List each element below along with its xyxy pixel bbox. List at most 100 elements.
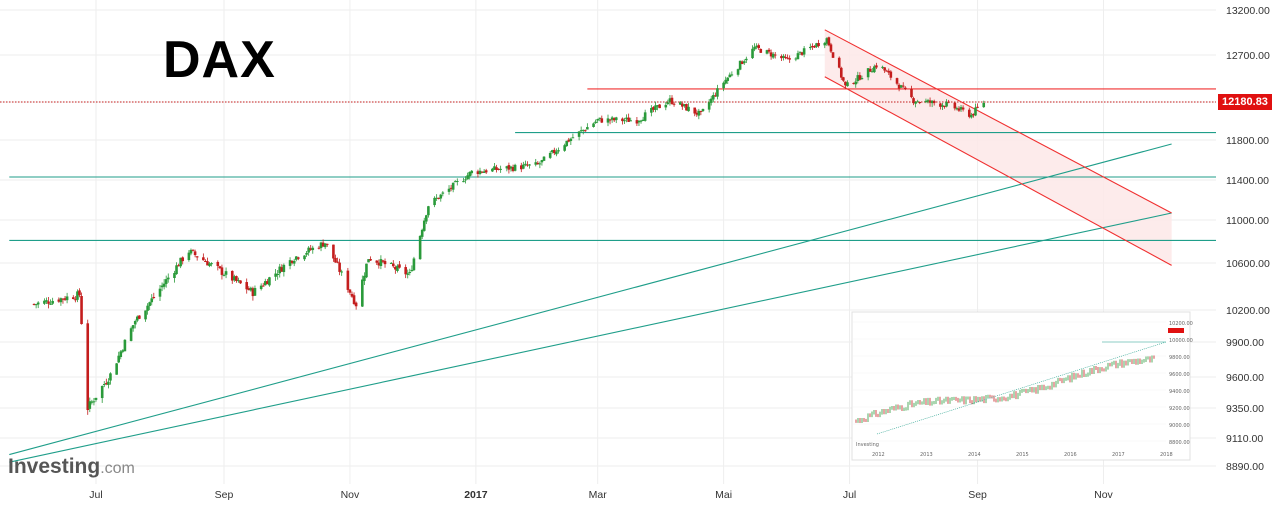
candle-body-205: [625, 117, 628, 120]
candle-body-315: [943, 106, 946, 108]
candle-body-318: [953, 102, 957, 109]
candle-body-6: [49, 303, 52, 305]
candle-body-132: [412, 258, 416, 271]
candle-body-275: [827, 37, 831, 46]
candle-body-135: [422, 220, 426, 231]
logo-text: Investing: [8, 455, 101, 478]
candle-body-279: [839, 67, 843, 78]
candle-body-74: [247, 288, 251, 291]
candle-body-245: [740, 61, 744, 64]
candle-body-110: [350, 293, 354, 297]
candle-body-75: [249, 287, 253, 291]
candle-body-109: [348, 289, 352, 293]
candle-body-281: [844, 81, 847, 86]
candle-body-71: [237, 280, 240, 282]
candle-body-46: [164, 279, 168, 284]
candle-body-56: [193, 251, 197, 256]
candle-body-50: [177, 265, 180, 267]
candle-body-92: [297, 257, 300, 259]
investing-logo: Investing.com: [8, 455, 135, 479]
candle-body-301: [901, 85, 905, 87]
candle-body-91: [294, 256, 298, 260]
candle-body-257: [773, 54, 777, 56]
candle-body-99: [319, 242, 323, 249]
inset-y-tick-4: 9400.00: [1169, 389, 1190, 395]
inset-x-tick-1: 2013: [920, 452, 933, 458]
candle-body-302: [903, 87, 907, 89]
candle-body-67: [224, 271, 228, 275]
candle-body-200: [610, 117, 614, 120]
candle-body-273: [823, 42, 827, 46]
candle-body-170: [524, 163, 527, 165]
candle-body-143: [447, 188, 451, 192]
candle-body-81: [266, 281, 269, 285]
candle-body-107: [340, 271, 343, 273]
candle-body-237: [716, 88, 719, 97]
candle-body-183: [563, 145, 566, 151]
candle-body-169: [522, 164, 525, 169]
candle-body-277: [831, 52, 835, 58]
candle-body-121: [381, 260, 385, 262]
candle-body-246: [742, 61, 746, 64]
candle-body-77: [253, 288, 257, 296]
candle-body-267: [802, 48, 806, 55]
candle-body-311: [930, 100, 934, 104]
candle-body-250: [755, 45, 758, 48]
candle-body-177: [542, 156, 546, 161]
candle-body-220: [668, 98, 672, 102]
candle-body-290: [870, 71, 874, 73]
candle-body-108: [346, 270, 350, 290]
candle-body-304: [912, 98, 915, 104]
candle-body-161: [497, 168, 500, 170]
x-tick-label-6: Jul: [843, 489, 856, 501]
candle-body-156: [482, 171, 486, 173]
candle-body-151: [468, 171, 471, 177]
inset-x-tick-3: 2015: [1016, 452, 1029, 458]
candle-body-211: [641, 119, 645, 121]
inset-x-tick-2: 2014: [968, 452, 981, 458]
candle-body-114: [363, 275, 366, 281]
candle-body-286: [858, 75, 862, 80]
candle-body-299: [897, 84, 901, 89]
candle-body-310: [928, 100, 932, 103]
candle-body-262: [788, 58, 791, 60]
candle-body-244: [738, 60, 742, 70]
candle-body-16: [78, 290, 81, 296]
candle-body-36: [135, 316, 139, 321]
candle-body-254: [767, 49, 771, 52]
y-tick-label-6: 10600.00: [1226, 258, 1270, 270]
candle-body-26: [107, 381, 110, 385]
candle-body-141: [439, 194, 443, 199]
candle-body-282: [846, 82, 849, 87]
candle-body-22: [94, 397, 98, 400]
candle-body-100: [321, 242, 325, 247]
candle-body-192: [586, 127, 589, 130]
candle-body-229: [695, 112, 699, 115]
candle-body-122: [383, 261, 387, 265]
candle-body-160: [495, 167, 498, 170]
candle-body-136: [425, 215, 428, 222]
candle-body-87: [282, 264, 286, 273]
candle-body-159: [493, 166, 496, 170]
candle-body-307: [918, 102, 922, 104]
candle-body-322: [961, 107, 965, 110]
candle-body-195: [596, 119, 599, 121]
candle-body-328: [982, 102, 986, 108]
candle-body-198: [606, 118, 610, 123]
candle-body-128: [404, 267, 407, 275]
candle-body-260: [784, 56, 787, 58]
candle-body-297: [889, 71, 893, 78]
candle-body-112: [354, 302, 358, 307]
candle-body-51: [179, 257, 182, 267]
candle-body-93: [303, 255, 306, 260]
candle-body-23: [100, 385, 104, 399]
inset-frame: [851, 311, 1191, 461]
candle-body-201: [612, 118, 616, 121]
candle-body-12: [65, 296, 69, 301]
candle-body-230: [697, 110, 701, 116]
inset-x-tick-0: 2012: [872, 452, 885, 458]
candle-body-149: [464, 179, 467, 181]
candle-body-217: [658, 104, 661, 109]
candle-body-203: [621, 118, 624, 122]
